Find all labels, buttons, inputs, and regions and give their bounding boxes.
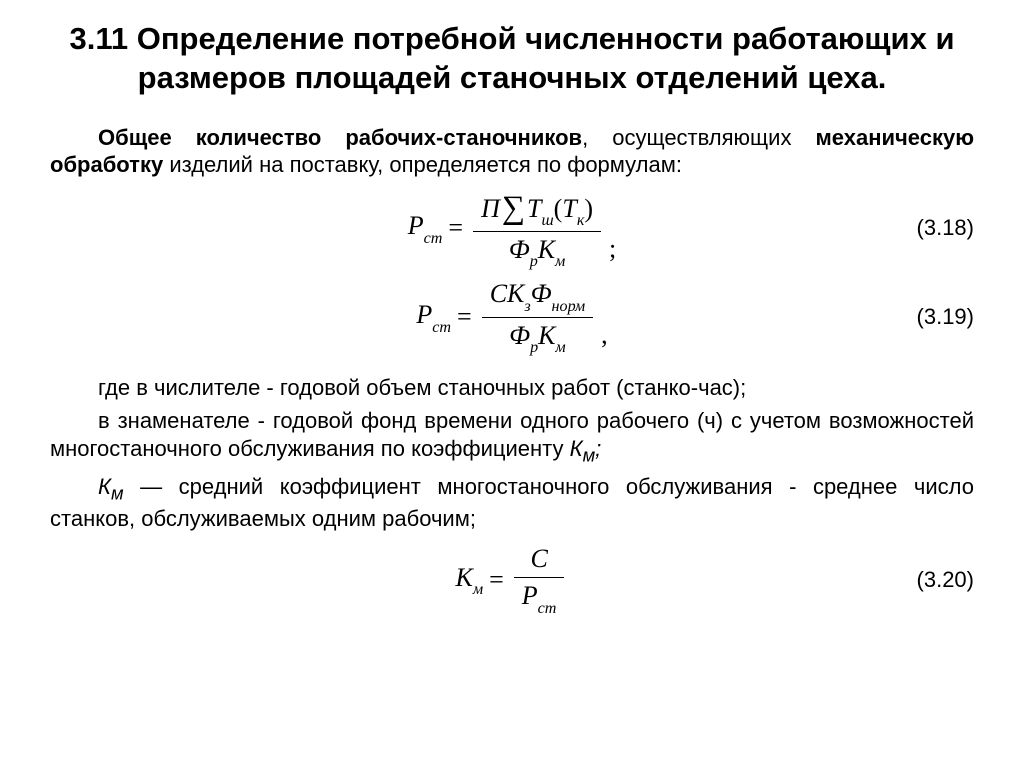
where-paragraph-2: в знаменателе - годовой фонд времени одн…: [50, 407, 974, 467]
equation-3-18: Рст = П∑Тш(Тк) ФрКм ; (3.18): [50, 187, 974, 271]
equation-number: (3.19): [917, 304, 974, 330]
fraction-bar: [473, 231, 601, 232]
fraction: СКзФнорм ФрКм: [482, 278, 593, 356]
denominator: ФрКм: [501, 320, 574, 356]
equals-sign: =: [489, 565, 504, 595]
intro-paragraph: Общее количество рабочих-станочников, ос…: [50, 124, 974, 179]
fraction: П∑Тш(Тк) ФрКм: [473, 187, 601, 271]
where-paragraph-3: Км — средний коэффициент многостаночного…: [50, 473, 974, 533]
lhs: Км: [456, 563, 484, 597]
formula-body: Км = С Рст: [456, 543, 569, 617]
lhs: Рст: [416, 300, 451, 334]
denominator: ФрКм: [501, 234, 574, 270]
equals-sign: =: [457, 302, 472, 332]
equation-number: (3.20): [917, 567, 974, 593]
equals-sign: =: [448, 213, 463, 243]
equation-3-20: Км = С Рст (3.20): [50, 543, 974, 617]
equation-number: (3.18): [917, 215, 974, 241]
equation-3-19: Рст = СКзФнорм ФрКм , (3.19): [50, 278, 974, 356]
fraction-bar: [482, 317, 593, 318]
trailing-punct: ,: [601, 320, 608, 350]
section-title: 3.11 Определение потребной численности р…: [40, 20, 984, 98]
fraction: С Рст: [514, 543, 565, 617]
numerator: СКзФнорм: [482, 278, 593, 314]
fraction-bar: [514, 577, 565, 578]
denominator: Рст: [514, 580, 565, 616]
lhs: Рст: [408, 211, 443, 245]
document-page: 3.11 Определение потребной численности р…: [0, 0, 1024, 617]
where-paragraph-1: где в числителе - годовой объем станочны…: [50, 374, 974, 402]
numerator: П∑Тш(Тк): [473, 187, 601, 229]
trailing-punct: ;: [609, 234, 616, 264]
formula-body: Рст = СКзФнорм ФрКм ,: [416, 278, 607, 356]
numerator: С: [522, 543, 555, 576]
formula-body: Рст = П∑Тш(Тк) ФрКм ;: [408, 187, 617, 271]
